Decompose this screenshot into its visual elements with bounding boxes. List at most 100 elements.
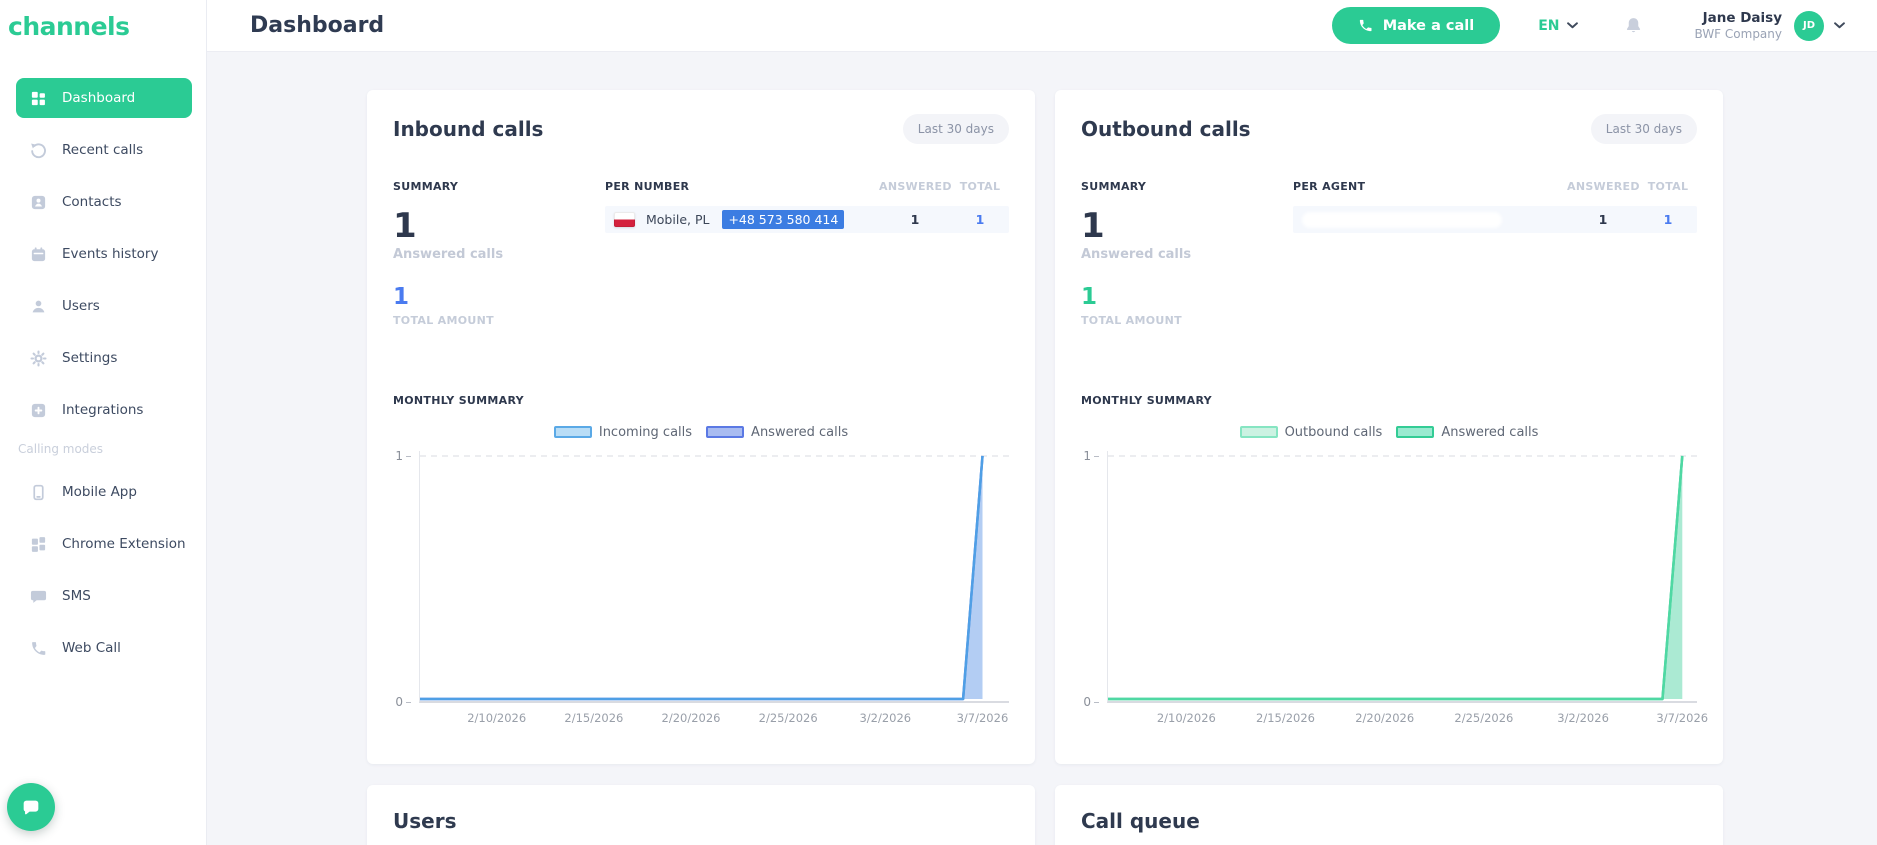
- phone-number-chip[interactable]: +48 573 580 414: [722, 210, 845, 229]
- total-amount-label: TOTAL AMOUNT: [1081, 314, 1182, 327]
- total-cell: 1: [1663, 212, 1673, 227]
- sidebar-item-sms[interactable]: SMS: [16, 576, 192, 616]
- history-icon: [29, 141, 47, 159]
- legend-label: Answered calls: [751, 424, 849, 440]
- x-tick-label: 2/15/2026: [564, 711, 624, 725]
- chart-legend: Outbound calls Answered calls: [1081, 423, 1697, 441]
- card-title: Users: [393, 809, 457, 833]
- y-tick-label: 1: [1083, 449, 1099, 463]
- legend-swatch: [706, 426, 745, 438]
- card-header: Inbound calls Last 30 days: [393, 114, 1009, 144]
- table-header: PER AGENT ANSWERED TOTAL: [1293, 180, 1697, 193]
- x-tick-label: 2/25/2026: [758, 711, 818, 725]
- table-header: PER NUMBER ANSWERED TOTAL: [605, 180, 1009, 193]
- total-amount-value: 1: [393, 284, 410, 310]
- per-number-header: PER NUMBER: [605, 180, 690, 193]
- page-title: Dashboard: [250, 13, 385, 38]
- y-tick-label: 1: [395, 449, 411, 463]
- sidebar-item-users[interactable]: Users: [16, 286, 192, 326]
- x-tick-label: 2/20/2026: [1355, 711, 1415, 725]
- card-title: Outbound calls: [1081, 117, 1251, 141]
- x-tick-label: 3/2/2026: [1557, 711, 1609, 725]
- brand-logo[interactable]: channels: [8, 12, 130, 41]
- notifications-button[interactable]: [1624, 16, 1643, 35]
- call-queue-card: Call queue: [1055, 785, 1723, 845]
- topbar-right: Make a call EN Jane Daisy BWF Company JD: [1331, 7, 1845, 44]
- sidebar-item-label: SMS: [62, 588, 91, 604]
- sidebar-item-label: Integrations: [62, 402, 144, 418]
- summary-block: SUMMARY 1 Answered calls 1 TOTAL AMOUNT: [393, 180, 605, 348]
- chat-bubble-icon: [29, 587, 47, 605]
- sidebar-item-settings[interactable]: Settings: [16, 338, 192, 378]
- user-info: Jane Daisy BWF Company: [1695, 10, 1782, 41]
- legend-label: Answered calls: [1441, 424, 1539, 440]
- sidebar-item-label: Web Call: [62, 640, 121, 656]
- chart-legend: Incoming calls Answered calls: [393, 423, 1009, 441]
- chevron-down-icon: [1834, 22, 1845, 29]
- total-amount-value: 1: [1081, 284, 1098, 310]
- period-badge[interactable]: Last 30 days: [1590, 114, 1697, 144]
- inbound-calls-card: Inbound calls Last 30 days SUMMARY 1 Ans…: [367, 90, 1035, 764]
- sidebar-item-dashboard[interactable]: Dashboard: [16, 78, 192, 118]
- monthly-summary-label: MONTHLY SUMMARY: [1081, 394, 1212, 407]
- user-company: BWF Company: [1694, 27, 1782, 41]
- phone-icon: [1358, 18, 1373, 33]
- bell-icon: [1626, 18, 1640, 33]
- answered-cell: 1: [910, 212, 920, 227]
- legend-item: Outbound calls: [1239, 423, 1382, 441]
- language-selector[interactable]: EN: [1538, 17, 1578, 34]
- legend-swatch: [1396, 426, 1435, 438]
- card-columns: SUMMARY 1 Answered calls 1 TOTAL AMOUNT …: [393, 180, 1009, 348]
- avatar[interactable]: JD: [1794, 10, 1824, 41]
- sidebar-item-recent-calls[interactable]: Recent calls: [16, 130, 192, 170]
- user-name: Jane Daisy: [1702, 10, 1782, 26]
- x-tick-label: 2/10/2026: [467, 711, 527, 725]
- contact-card-icon: [29, 193, 47, 211]
- sidebar-item-label: Chrome Extension: [62, 536, 186, 552]
- dashboard-content: Inbound calls Last 30 days SUMMARY 1 Ans…: [207, 52, 1877, 845]
- outbound-calls-card: Outbound calls Last 30 days SUMMARY 1 An…: [1055, 90, 1723, 764]
- table-row[interactable]: 1 1: [1293, 206, 1697, 233]
- x-tick-label: 2/20/2026: [661, 711, 721, 725]
- answered-column-header: ANSWERED: [1567, 180, 1640, 193]
- sidebar-item-label: Dashboard: [62, 90, 136, 106]
- period-badge[interactable]: Last 30 days: [902, 114, 1009, 144]
- chat-launcher-button[interactable]: [7, 783, 55, 831]
- table-row[interactable]: Mobile, PL +48 573 580 414 1 1: [605, 206, 1009, 233]
- answered-calls-label: Answered calls: [1081, 247, 1192, 262]
- sidebar-item-chrome-extension[interactable]: Chrome Extension: [16, 524, 192, 564]
- main-area: Dashboard Make a call EN Jane: [207, 0, 1877, 845]
- redacted-agent-name: [1302, 211, 1502, 228]
- area-chart-svg: [1108, 451, 1697, 701]
- sidebar-item-label: Events history: [62, 246, 159, 262]
- sidebar-item-integrations[interactable]: Integrations: [16, 390, 192, 430]
- x-tick-label: 3/2/2026: [859, 711, 912, 725]
- language-label: EN: [1538, 17, 1560, 34]
- card-title: Inbound calls: [393, 117, 544, 141]
- make-a-call-label: Make a call: [1382, 17, 1475, 34]
- legend-item: Answered calls: [1396, 423, 1538, 441]
- make-a-call-button[interactable]: Make a call: [1331, 7, 1501, 44]
- x-axis-labels: 2/10/2026 2/15/2026 2/20/2026 2/25/2026 3/2/…: [419, 711, 1009, 733]
- answered-calls-value: 1: [1081, 206, 1105, 246]
- x-tick-label: 3/7/2026: [1656, 711, 1709, 725]
- per-number-table: PER NUMBER ANSWERED TOTAL Mobile, PL +48…: [605, 180, 1009, 348]
- sidebar-item-label: Contacts: [62, 194, 122, 210]
- monthly-summary-label: MONTHLY SUMMARY: [393, 394, 524, 407]
- sidebar-menu: Dashboard Recent calls Contacts Events h…: [0, 52, 206, 668]
- per-agent-header: PER AGENT: [1293, 180, 1366, 193]
- topbar: Dashboard Make a call EN Jane: [207, 0, 1877, 52]
- sidebar-item-mobile-app[interactable]: Mobile App: [16, 472, 192, 512]
- sidebar-item-web-call[interactable]: Web Call: [16, 628, 192, 668]
- user-menu[interactable]: Jane Daisy BWF Company JD: [1695, 10, 1845, 41]
- answered-calls-value: 1: [393, 206, 417, 246]
- chat-icon: [20, 796, 42, 818]
- sidebar-item-events-history[interactable]: Events history: [16, 234, 192, 274]
- card-header: Outbound calls Last 30 days: [1081, 114, 1697, 144]
- sidebar-item-contacts[interactable]: Contacts: [16, 182, 192, 222]
